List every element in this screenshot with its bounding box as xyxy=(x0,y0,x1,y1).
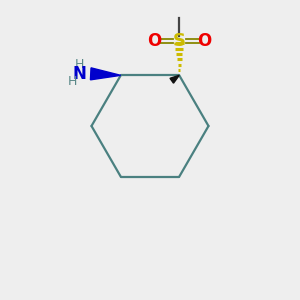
Text: O: O xyxy=(197,32,211,50)
Text: N: N xyxy=(73,65,87,83)
Text: O: O xyxy=(148,32,162,50)
Text: H: H xyxy=(68,75,77,88)
Text: S: S xyxy=(173,32,186,50)
Polygon shape xyxy=(91,68,121,80)
Text: H: H xyxy=(75,58,84,71)
Polygon shape xyxy=(170,75,179,83)
